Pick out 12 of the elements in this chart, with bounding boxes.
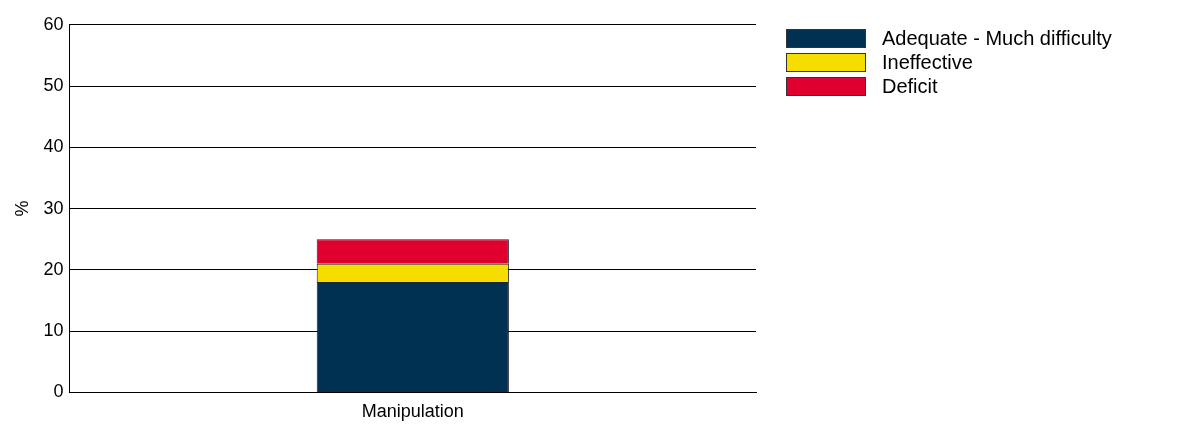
y-tick-label: 50 (43, 75, 64, 96)
legend-label: Deficit (882, 74, 938, 98)
y-tick-label: 10 (43, 320, 64, 341)
y-tick-label: 40 (43, 136, 64, 157)
y-tick-label: 0 (53, 381, 64, 402)
legend-label: Adequate - Much difficulty (882, 26, 1112, 50)
x-tick-label: Manipulation (361, 401, 464, 422)
legend-label: Ineffective (882, 50, 973, 74)
y-tick-label: 20 (43, 258, 64, 279)
y-tick-label: 30 (43, 197, 64, 218)
y-axis-title: % (11, 200, 32, 217)
y-tick-label: 60 (43, 13, 64, 34)
